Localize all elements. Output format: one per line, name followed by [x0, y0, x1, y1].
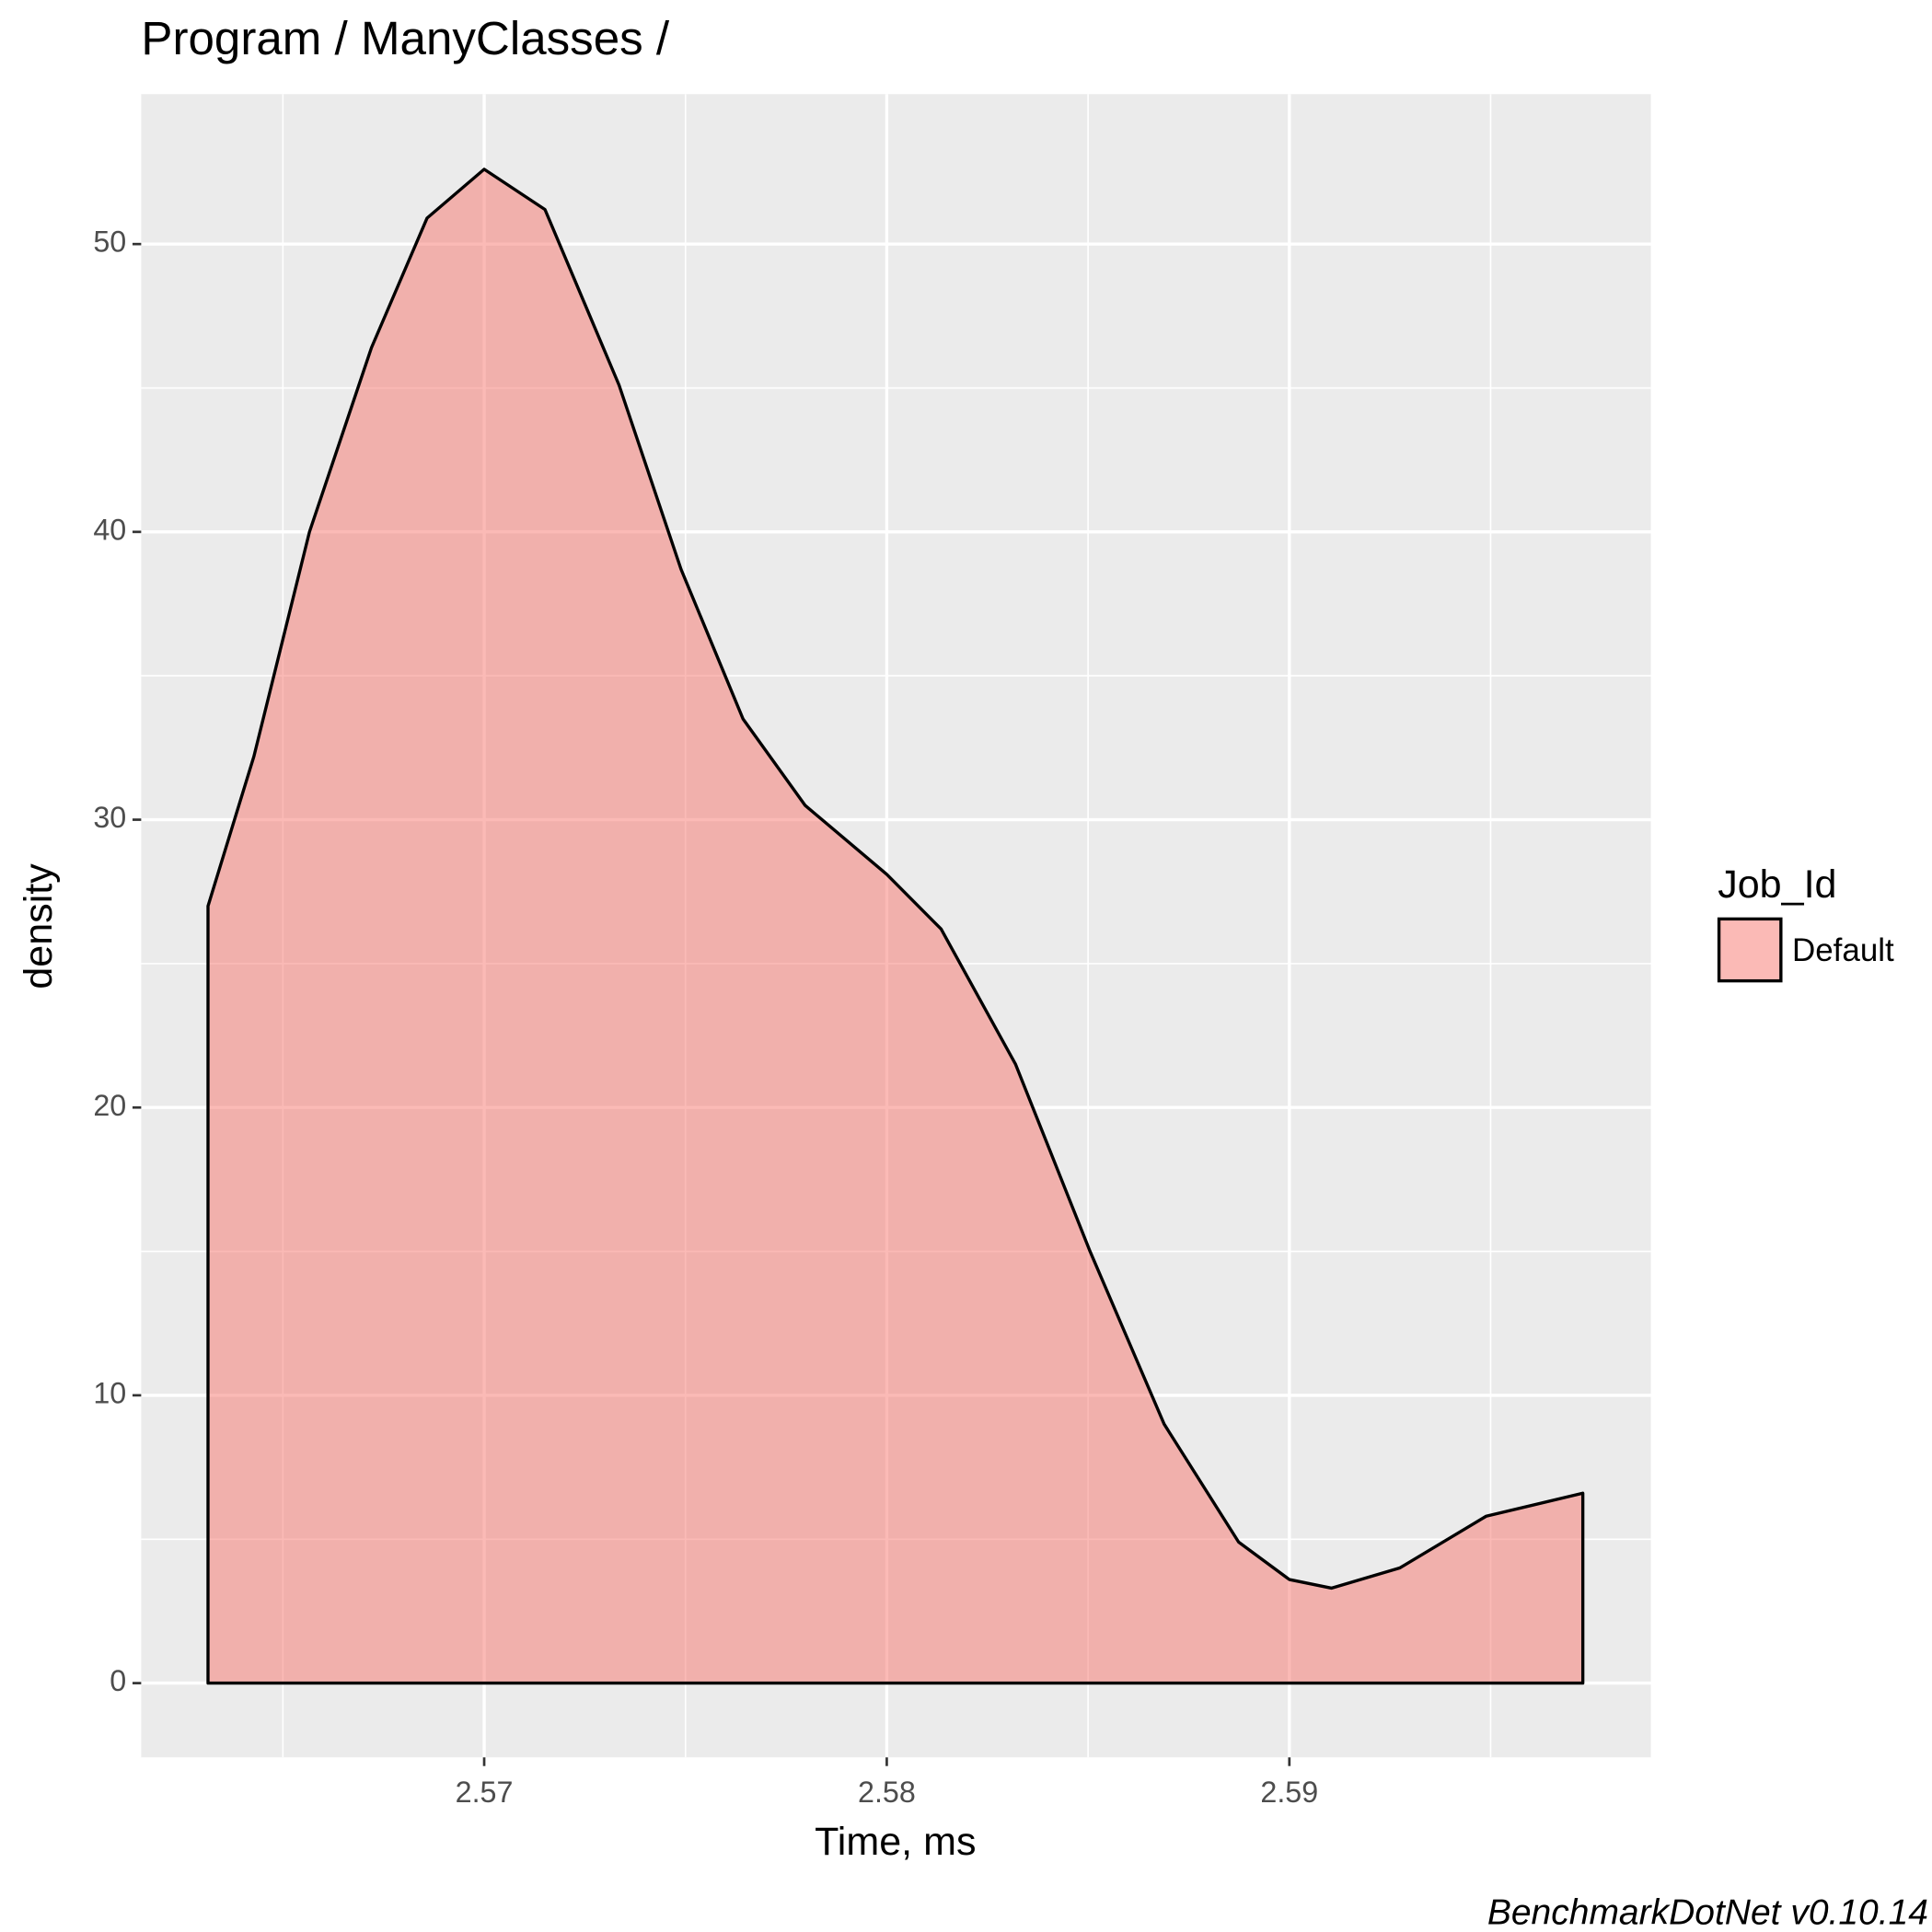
- y-tick-label: 20: [93, 1089, 126, 1122]
- y-axis-title: density: [17, 863, 61, 989]
- axes: 2.57 2.58 2.59 0 10 20 30 40 50: [93, 226, 1318, 1809]
- y-tick-label: 0: [110, 1664, 126, 1697]
- legend-title: Job_Id: [1718, 862, 1836, 907]
- caption: BenchmarkDotNet v0.10.14: [1487, 1892, 1928, 1932]
- legend-key: [1717, 917, 1783, 983]
- x-tick-label: 2.59: [1260, 1776, 1318, 1809]
- y-tick-label: 50: [93, 226, 126, 259]
- density-area: [206, 168, 1585, 1685]
- x-axis-title: Time, ms: [815, 1820, 976, 1864]
- chart-title: Program / ManyClasses /: [141, 12, 670, 64]
- legend-label: Default: [1792, 932, 1894, 968]
- x-tick-label: 2.58: [858, 1776, 916, 1809]
- x-tick-label: 2.57: [456, 1776, 514, 1809]
- marks: [206, 168, 1585, 1685]
- y-tick-label: 30: [93, 801, 126, 834]
- y-tick-label: 40: [93, 513, 126, 546]
- y-tick-label: 10: [93, 1376, 126, 1409]
